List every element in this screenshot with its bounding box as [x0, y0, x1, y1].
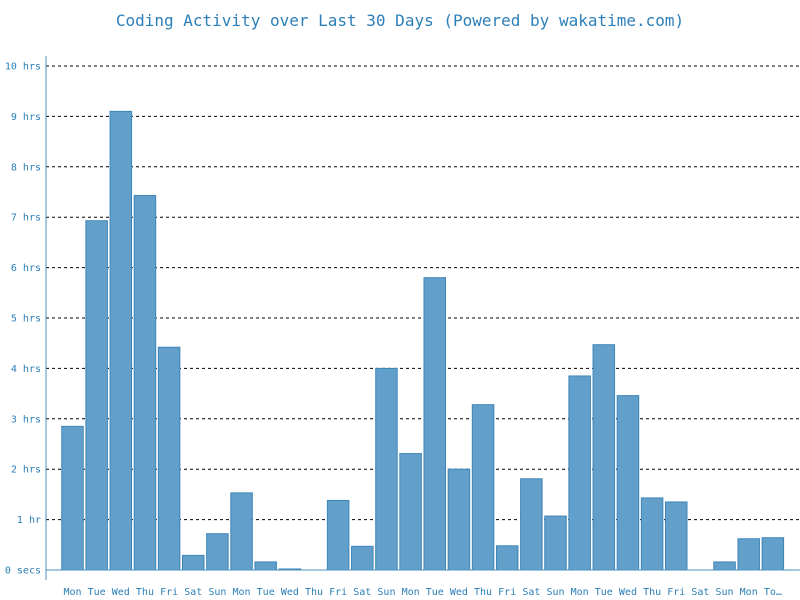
x-tick-label: Sun — [546, 587, 564, 598]
y-tick-label: 3 hrs — [11, 414, 41, 425]
x-tick-label: Sun — [377, 587, 395, 598]
x-tick-label: Sat — [353, 587, 371, 598]
x-tick-label: Fri — [498, 587, 516, 598]
x-tick-label: Fri — [329, 587, 347, 598]
bar — [713, 561, 736, 571]
x-tick-label: Wed — [619, 587, 637, 598]
y-tick-label: 0 secs — [5, 566, 41, 577]
x-tick-label: Wed — [281, 587, 299, 598]
bar — [737, 538, 760, 571]
y-tick-label: 7 hrs — [11, 213, 41, 224]
y-tick-label: 1 hr — [17, 515, 41, 526]
bar — [206, 533, 229, 571]
bar — [640, 497, 664, 571]
bar — [665, 501, 688, 571]
x-tick-label: Thu — [136, 587, 154, 598]
bar — [447, 468, 471, 571]
y-tick-label: 4 hrs — [11, 364, 41, 375]
x-tick-labels: Mon Tue Wed Thu Fri Sat Sun Mon Tue Wed Thu Fri Sat S… — [63, 587, 781, 598]
bar — [423, 277, 446, 571]
bar — [399, 453, 422, 571]
x-tick-label: Tue — [257, 587, 275, 598]
bar — [592, 344, 616, 571]
bar — [157, 346, 181, 571]
x-tick-label: Fri — [160, 587, 178, 598]
x-tick-label: Sun — [716, 587, 734, 598]
y-tick-labels: 0 secs 1 hr 2 hrs 3 hrs 4 hrs 5 hrs 6 hrs 7 hrs… — [5, 62, 41, 577]
y-tick-label: 8 hrs — [11, 162, 41, 173]
x-tick-label: Wed — [450, 587, 468, 598]
y-tick-label: 9 hrs — [11, 112, 41, 123]
x-tick-label: Thu — [643, 587, 661, 598]
y-tick-label: 10 hrs — [5, 62, 41, 73]
bar — [520, 478, 543, 571]
bar — [109, 110, 133, 571]
x-tick-label: Tue — [88, 587, 106, 598]
bar — [351, 545, 374, 571]
x-tick-label: Mon — [233, 587, 251, 598]
bar — [326, 499, 350, 571]
x-tick-label: Mon — [571, 587, 589, 598]
x-tick-label: Sat — [691, 587, 709, 598]
bar — [471, 404, 495, 571]
x-tick-label: Thu — [305, 587, 323, 598]
x-tick-label: Sat — [522, 587, 540, 598]
axes — [45, 56, 800, 580]
chart-title: Coding Activity over Last 30 Days (Power… — [116, 11, 684, 30]
x-tick-label: To… — [764, 587, 782, 598]
bar — [254, 561, 277, 571]
x-tick-label: Sun — [208, 587, 226, 598]
bar — [230, 492, 253, 571]
bars — [61, 110, 785, 571]
y-tick-label: 5 hrs — [11, 314, 41, 325]
bar — [61, 425, 84, 571]
x-tick-label: Tue — [426, 587, 444, 598]
bar — [85, 220, 108, 571]
bar — [182, 554, 205, 571]
y-tick-label: 6 hrs — [11, 263, 41, 274]
x-tick-label: Mon — [63, 587, 81, 598]
y-tick-label: 2 hrs — [11, 465, 41, 476]
bar — [495, 545, 519, 571]
bar — [544, 515, 567, 571]
bar — [568, 375, 591, 571]
x-tick-label: Mon — [402, 587, 420, 598]
bar — [133, 195, 157, 571]
x-tick-label: Thu — [474, 587, 492, 598]
x-tick-label: Sat — [184, 587, 202, 598]
bar — [375, 367, 398, 571]
bar — [761, 537, 785, 571]
x-tick-label: Tue — [595, 587, 613, 598]
x-tick-label: Wed — [112, 587, 130, 598]
bar — [616, 395, 640, 571]
x-tick-label: Mon — [740, 587, 758, 598]
x-tick-label: Fri — [667, 587, 685, 598]
